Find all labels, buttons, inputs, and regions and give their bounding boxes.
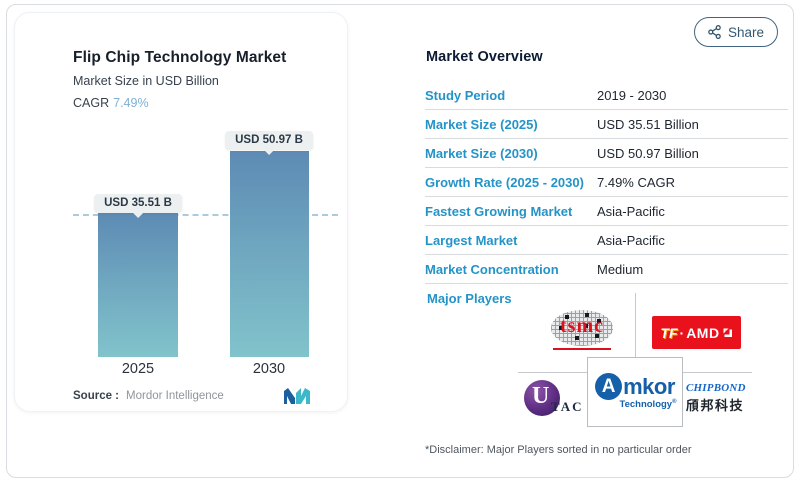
tf-amd-dot: ·	[679, 324, 685, 341]
amkor-technology-text: Technology	[619, 399, 673, 411]
amkor-technology-label: Technology®	[619, 399, 676, 410]
overview-title: Market Overview	[426, 49, 543, 65]
tsmc-underline	[553, 348, 611, 350]
bar-2030[interactable]	[230, 151, 309, 357]
players-divider-vertical	[635, 293, 636, 358]
mordor-intelligence-logo-icon	[284, 388, 310, 404]
utac-u-letter: U	[532, 383, 550, 409]
row-label: Market Size (2030)	[425, 145, 538, 161]
row-value: USD 50.97 Billion	[597, 145, 699, 161]
chipbond-chinese-name: 頎邦科技	[686, 398, 745, 413]
tsmc-wafer-icon	[551, 310, 613, 346]
tf-wordmark: TF	[660, 324, 678, 341]
source-label: Source :	[73, 390, 120, 402]
chart-title: Flip Chip Technology Market	[73, 49, 287, 66]
row-label: Market Size (2025)	[425, 116, 538, 132]
market-chart-card: Flip Chip Technology Market Market Size …	[14, 12, 348, 412]
overview-table: Study Period 2019 - 2030 Market Size (20…	[425, 81, 788, 284]
amkor-logo: A mkor Technology®	[587, 357, 683, 427]
table-row-largest-market: Largest Market Asia-Pacific	[425, 226, 788, 255]
utac-circle-icon	[524, 380, 560, 416]
cagr-value: 7.49%	[113, 96, 149, 110]
chart-cagr: CAGR 7.49%	[73, 96, 149, 110]
share-button[interactable]: Share	[694, 17, 778, 47]
row-value: USD 35.51 Billion	[597, 116, 699, 132]
share-button-label: Share	[727, 24, 765, 40]
row-value: 7.49% CAGR	[597, 174, 676, 190]
table-row-growth-rate: Growth Rate (2025 - 2030) 7.49% CAGR	[425, 168, 788, 197]
bar-2025[interactable]	[98, 213, 178, 357]
disclaimer-text: *Disclaimer: Major Players sorted in no …	[425, 444, 692, 456]
table-row-study-period: Study Period 2019 - 2030	[425, 81, 788, 110]
utac-logo: U TAC	[524, 380, 586, 420]
tsmc-logo: tsmc	[541, 308, 623, 356]
chipbond-wordmark: CHIPBOND	[686, 382, 746, 394]
amd-wordmark: AMD	[686, 324, 720, 341]
amkor-wordmark: A mkor	[595, 373, 675, 401]
row-label: Growth Rate (2025 - 2030)	[425, 174, 584, 190]
row-label: Market Concentration	[425, 261, 559, 277]
chart-subtitle: Market Size in USD Billion	[73, 74, 219, 88]
major-players-label: Major Players	[427, 291, 512, 306]
table-row-fastest-growing-market: Fastest Growing Market Asia-Pacific	[425, 197, 788, 226]
reference-dashed-line	[73, 214, 338, 216]
table-row-market-size-2030: Market Size (2030) USD 50.97 Billion	[425, 139, 788, 168]
tf-amd-logo: TF · AMD	[652, 316, 741, 349]
table-row-market-size-2025: Market Size (2025) USD 35.51 Billion	[425, 110, 788, 139]
share-nodes-icon	[708, 25, 721, 39]
utac-tac-letters: TAC	[551, 399, 584, 414]
chipbond-logo: CHIPBOND 頎邦科技	[686, 382, 752, 414]
row-value: Asia-Pacific	[597, 203, 665, 219]
amd-arrow-icon	[723, 328, 732, 337]
row-value: 2019 - 2030	[597, 87, 667, 103]
x-axis-label-2030: 2030	[252, 361, 286, 377]
amkor-a-icon: A	[595, 373, 623, 401]
x-axis-label-2025: 2025	[121, 361, 155, 377]
source-row: Source : Mordor Intelligence	[73, 390, 224, 402]
table-row-market-concentration: Market Concentration Medium	[425, 255, 788, 284]
row-label: Study Period	[425, 87, 506, 103]
tsmc-wordmark: tsmc	[560, 315, 604, 337]
amkor-mkor-letters: mkor	[623, 373, 675, 399]
row-label: Largest Market	[425, 232, 518, 248]
source-value: Mordor Intelligence	[126, 390, 224, 402]
bar-value-label-2030: USD 50.97 B	[225, 131, 313, 150]
row-label: Fastest Growing Market	[425, 203, 573, 219]
row-value: Asia-Pacific	[597, 232, 665, 248]
cagr-label: CAGR	[73, 96, 110, 110]
bar-value-label-2025: USD 35.51 B	[94, 194, 182, 213]
row-value: Medium	[597, 261, 644, 277]
registered-mark: ®	[672, 399, 677, 406]
